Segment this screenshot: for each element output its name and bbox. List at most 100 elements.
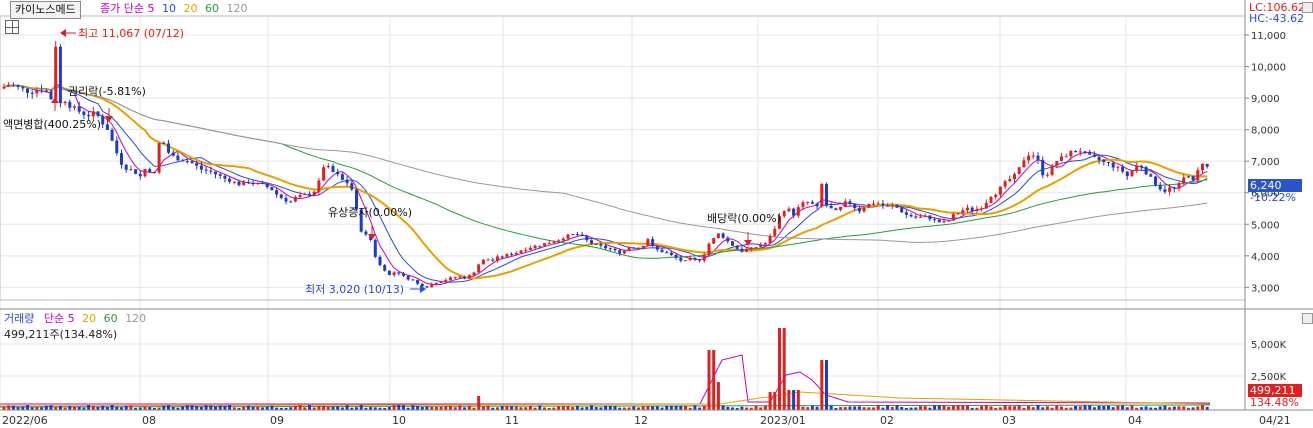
candle: [1078, 151, 1082, 153]
candle: [411, 279, 415, 281]
volume-bar: [895, 405, 899, 410]
volume-bar: [543, 407, 546, 410]
candle: [721, 233, 725, 238]
candle: [613, 248, 617, 251]
candle: [110, 129, 114, 141]
volume-bar: [1191, 407, 1195, 410]
volume-scroll-button[interactable]: [1302, 313, 1313, 324]
volume-bar: [152, 407, 156, 410]
volume-bar: [608, 405, 612, 410]
candle: [162, 143, 166, 145]
volume-bar: [312, 407, 316, 410]
volume-bar: [585, 406, 589, 410]
volume-bar: [951, 405, 955, 410]
candle: [886, 205, 890, 207]
candle: [768, 235, 772, 244]
dividend-arrow-icon: [744, 240, 752, 246]
volume-bar: [350, 407, 354, 410]
candle: [326, 165, 330, 168]
volume-bar: [698, 407, 702, 410]
candle: [942, 220, 946, 223]
grid-toggle-icon[interactable]: [5, 20, 19, 34]
candle: [181, 160, 185, 162]
volume-bar: [693, 405, 697, 410]
candle: [35, 90, 39, 94]
candle: [792, 208, 796, 216]
volume-bar: [815, 406, 819, 410]
volume-bar: [68, 406, 72, 410]
candle: [359, 209, 363, 232]
volume-bar: [956, 405, 960, 410]
candle: [712, 238, 716, 244]
candle: [1088, 151, 1092, 155]
candle: [1017, 167, 1021, 175]
volume-bar: [373, 407, 377, 410]
volume-bar: [923, 406, 927, 410]
volume-bar: [30, 407, 34, 410]
volume-bar: [378, 407, 382, 410]
volume-bar: [998, 407, 1002, 410]
y-tick-label: 8,000: [1251, 126, 1280, 137]
stock-name-button[interactable]: 카이노스메드: [10, 1, 81, 19]
x-tick-label: 03: [1002, 414, 1016, 427]
volume-bar: [340, 407, 344, 410]
candle: [204, 169, 208, 171]
candle: [91, 111, 95, 117]
candle: [336, 171, 340, 175]
volume-bar: [980, 406, 984, 410]
volume-bar: [477, 396, 481, 410]
candle: [933, 219, 937, 221]
x-tick-label: 2022/06: [2, 414, 48, 427]
candle: [2, 86, 6, 89]
volume-bar: [115, 406, 119, 410]
candle: [1121, 166, 1125, 172]
candle: [693, 257, 697, 260]
volume-bar: [331, 406, 335, 410]
candle: [951, 214, 955, 221]
volume-bar: [1008, 406, 1012, 410]
volume-bar: [308, 405, 311, 410]
candle: [449, 277, 452, 280]
ma20-legend: 20: [183, 2, 198, 15]
candle: [801, 202, 805, 208]
volume-bar: [26, 405, 29, 410]
dividend-annotation: 배당락(0.00%): [707, 212, 781, 225]
volume-bar: [1201, 405, 1204, 410]
volume-bar: [54, 407, 58, 410]
volume-bar: [110, 405, 114, 410]
volume-bar: [444, 406, 448, 410]
candle: [796, 207, 800, 216]
volume-bar: [1168, 407, 1172, 410]
volume-bar: [848, 406, 852, 410]
candle: [458, 276, 462, 278]
candle: [209, 170, 213, 172]
candle: [143, 169, 147, 177]
low-annotation: 최저 3,020 (10/13): [305, 283, 404, 296]
rights-issue-annotation: 유상증자(0.00%): [328, 206, 412, 219]
y-tick-label: 5,000: [1251, 220, 1280, 231]
volume-bar: [284, 407, 288, 410]
volume-bar: [843, 407, 847, 410]
volume-bar: [1083, 405, 1087, 410]
candle: [580, 234, 584, 236]
volume-bar: [167, 405, 170, 410]
volume-bar: [655, 406, 659, 410]
scroll-up-button[interactable]: [1302, 2, 1313, 13]
candle: [754, 247, 758, 249]
candle: [1182, 177, 1186, 184]
volume-bar: [890, 406, 894, 410]
volume-bar: [430, 406, 434, 410]
volume-bar: [613, 406, 617, 410]
volume-bar: [134, 407, 138, 410]
volume-bar: [124, 405, 128, 410]
candle: [439, 281, 443, 283]
candle: [68, 101, 72, 108]
candle: [872, 203, 875, 205]
candle: [782, 211, 786, 217]
candle: [350, 183, 354, 190]
volume-bar: [914, 407, 918, 410]
volume-bar: [496, 407, 499, 410]
x-tick-label: 04: [1128, 414, 1142, 427]
volume-bar: [223, 405, 227, 410]
